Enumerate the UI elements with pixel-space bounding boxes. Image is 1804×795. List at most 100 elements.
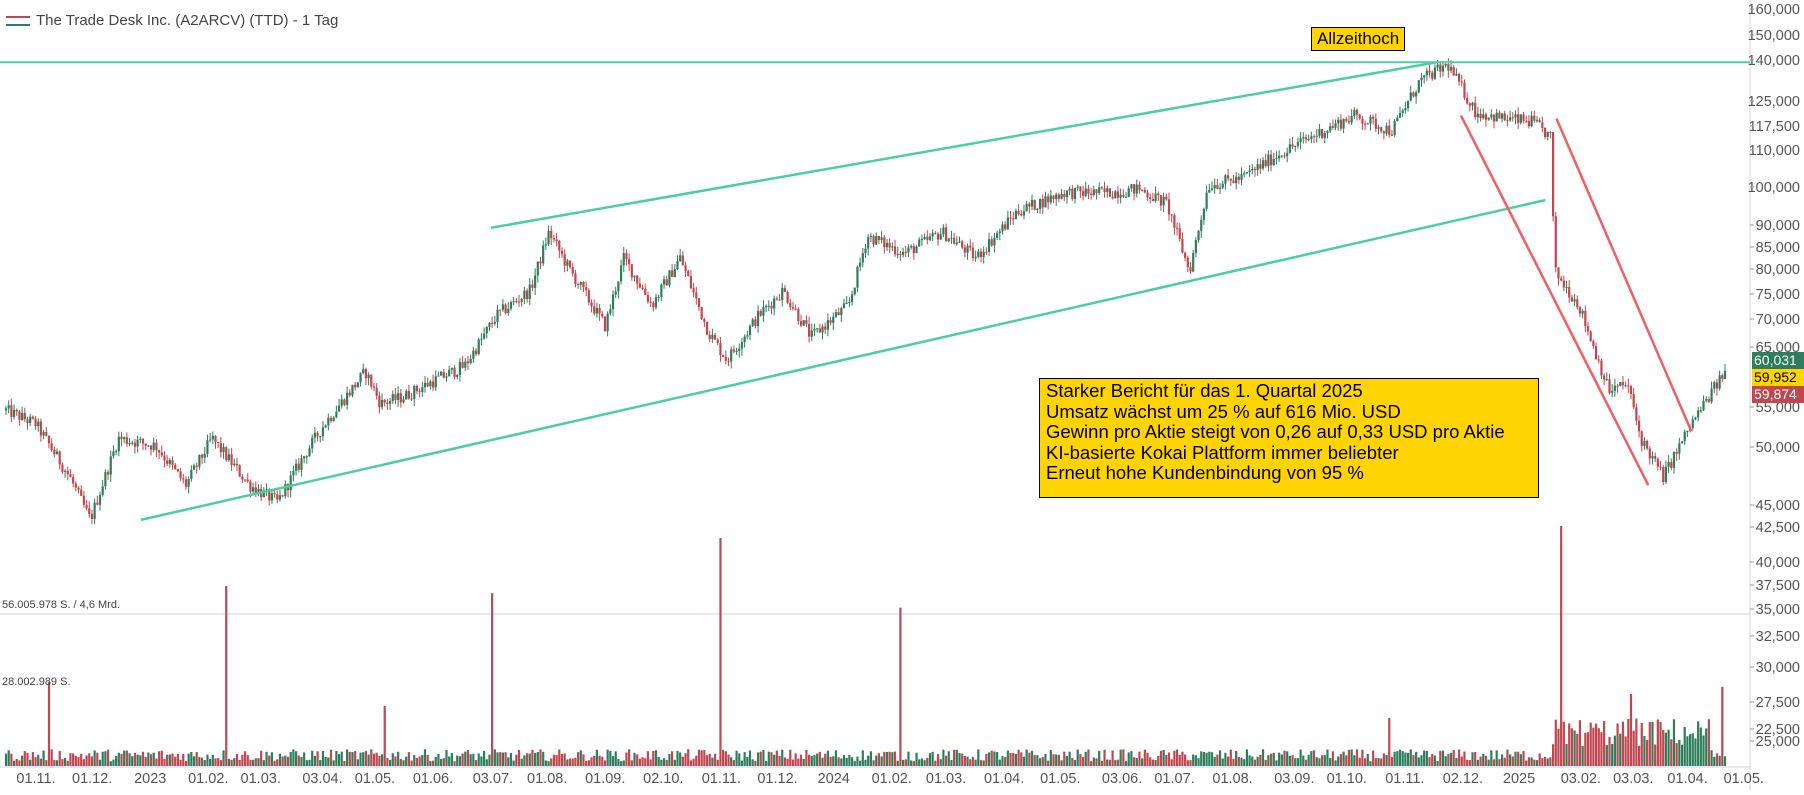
candle-body — [21, 412, 24, 420]
volume-bar — [531, 749, 534, 766]
candle-body — [125, 437, 128, 444]
volume-bar — [660, 759, 663, 766]
volume-bar — [1466, 759, 1469, 766]
candle-body — [1057, 194, 1060, 199]
volume-bar — [1511, 756, 1514, 766]
candle-body — [356, 382, 359, 388]
volume-bar — [1151, 759, 1154, 766]
volume-bar — [1439, 750, 1442, 766]
candle-body — [617, 281, 620, 292]
candle-body — [619, 265, 623, 282]
candle-body — [1296, 142, 1300, 146]
candle-body — [751, 319, 754, 326]
candle-body — [1509, 117, 1512, 121]
volume-bar — [1038, 758, 1042, 766]
volume-bar — [692, 758, 695, 766]
volume-bar — [1055, 754, 1058, 766]
volume-bar — [1723, 756, 1727, 766]
candle-body — [1479, 113, 1482, 119]
candle-body — [1705, 399, 1708, 401]
candle-body — [1627, 385, 1630, 387]
candle-body — [329, 417, 333, 422]
candle-body — [1165, 196, 1168, 200]
candle-body — [867, 237, 870, 249]
candle-body — [536, 261, 539, 276]
candle-body — [168, 460, 171, 464]
volume-bar — [1312, 750, 1316, 766]
candle-body — [1022, 211, 1026, 216]
volume-bar — [864, 759, 867, 766]
candle-body — [628, 259, 631, 265]
volume-bar — [311, 750, 314, 766]
volume-bar — [1377, 757, 1380, 766]
volume-bar — [254, 758, 257, 766]
volume-bar — [1385, 755, 1388, 766]
volume-bar — [1678, 739, 1681, 766]
candle-body — [42, 431, 45, 436]
volume-bar — [1662, 730, 1665, 766]
volume-bar — [821, 757, 824, 766]
candle-body — [1087, 188, 1090, 194]
volume-bar — [1498, 759, 1501, 766]
volume-bar — [469, 754, 472, 766]
grid — [0, 0, 1751, 790]
volume-bar — [372, 753, 376, 766]
candle-body — [1468, 103, 1471, 106]
candle-body — [268, 489, 271, 501]
volume-bar — [466, 750, 470, 766]
volume-bar — [1323, 755, 1326, 766]
volume-bar — [1436, 760, 1439, 766]
candle-body — [305, 456, 308, 458]
candle-body — [311, 437, 314, 449]
candle-body — [869, 235, 872, 238]
volume-bar — [1535, 760, 1539, 766]
candle-body — [700, 306, 703, 320]
volume-bar — [448, 756, 451, 766]
candle-body — [775, 298, 778, 300]
candle-body — [504, 304, 507, 314]
candle-body — [1608, 379, 1611, 393]
candle-body — [1302, 137, 1305, 139]
volume-bar — [926, 757, 929, 766]
candle-body — [958, 241, 961, 243]
candle-body — [1294, 145, 1297, 147]
volume-bar — [571, 758, 574, 766]
volume-bar — [80, 753, 83, 766]
volume-bar — [665, 759, 668, 766]
volume-bar — [1283, 750, 1286, 766]
volume-bar — [536, 751, 539, 766]
volume-bar — [112, 759, 115, 766]
volume-bar — [399, 759, 402, 766]
volume-bar — [1170, 759, 1173, 766]
volume-bar — [582, 754, 585, 766]
volume-bar — [829, 756, 832, 766]
candle-body — [257, 488, 260, 494]
candle-body — [351, 384, 354, 396]
volume-bar — [139, 755, 142, 766]
volume-bar — [1629, 694, 1633, 766]
volume-bar — [1401, 751, 1404, 766]
candle-body — [1592, 341, 1595, 347]
candle-body — [926, 236, 929, 240]
candle-body — [1546, 131, 1549, 138]
candle-body — [542, 245, 545, 264]
volume-bar — [703, 749, 706, 766]
volume-bar — [1022, 756, 1026, 766]
volume-bar — [1232, 758, 1235, 766]
volume-bar — [1084, 751, 1087, 766]
volume-bar — [1224, 752, 1227, 766]
volume-bar — [1570, 728, 1574, 766]
volume-bar — [410, 760, 413, 766]
volume-bar — [1286, 751, 1289, 766]
candle-body — [69, 474, 72, 478]
volume-bar — [671, 751, 674, 766]
volume-bar — [206, 754, 209, 766]
candle-body — [1175, 227, 1179, 229]
candle-body — [638, 283, 641, 288]
candle-body — [525, 290, 529, 300]
candle-body — [1643, 440, 1646, 446]
volume-bar — [268, 755, 271, 766]
volume-bar — [767, 751, 770, 766]
volume-bar — [872, 760, 875, 766]
candle-body — [687, 270, 690, 277]
